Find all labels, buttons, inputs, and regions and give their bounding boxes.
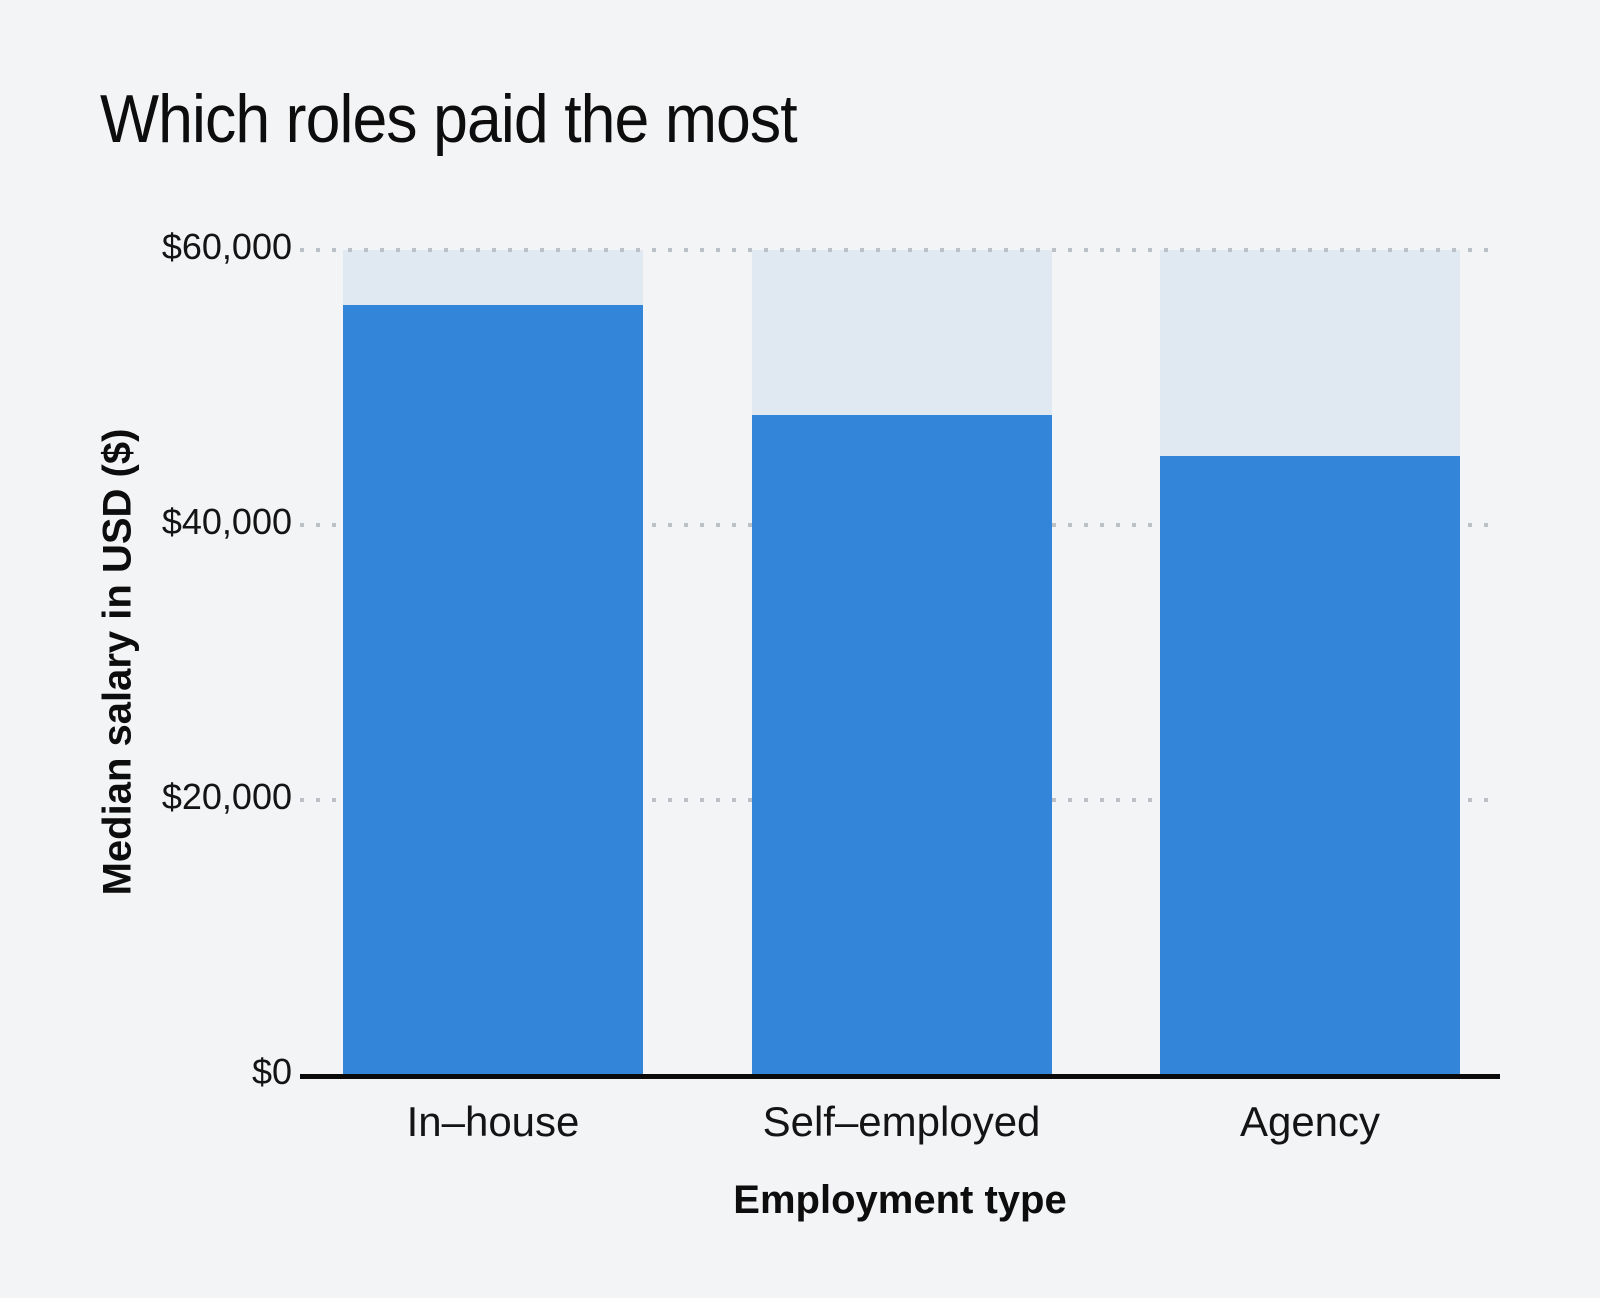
bar-fill bbox=[343, 305, 643, 1075]
x-category-label-in-house: In–house bbox=[406, 1098, 580, 1145]
x-category-label-self-employed: Self–employed bbox=[762, 1098, 1041, 1145]
y-tick-label-60000: $60,000 bbox=[161, 226, 292, 267]
chart-title: Which roles paid the most bbox=[100, 81, 798, 157]
y-axis-tick-labels: $0 $20,000 $40,000 $60,000 bbox=[0, 226, 292, 1092]
y-tick-label-0: $0 bbox=[251, 1051, 292, 1092]
bar-agency bbox=[1160, 250, 1460, 1075]
bar-fill bbox=[1160, 456, 1460, 1075]
x-category-label-agency: Agency bbox=[1239, 1098, 1381, 1145]
bar-fill bbox=[751, 415, 1052, 1075]
plot-area bbox=[300, 248, 1500, 1075]
y-tick-label-20000: $20,000 bbox=[161, 776, 292, 817]
bar-in-house bbox=[343, 250, 643, 1075]
bar-group bbox=[300, 250, 1500, 1075]
gridline-60000 bbox=[300, 248, 1500, 252]
bar-self-employed bbox=[751, 250, 1052, 1075]
x-axis-category-labels: In–house Self–employed Agency bbox=[300, 1098, 1500, 1146]
x-axis-line bbox=[300, 1074, 1500, 1079]
x-axis-title: Employment type bbox=[733, 1178, 1067, 1222]
y-tick-label-40000: $40,000 bbox=[161, 501, 292, 542]
